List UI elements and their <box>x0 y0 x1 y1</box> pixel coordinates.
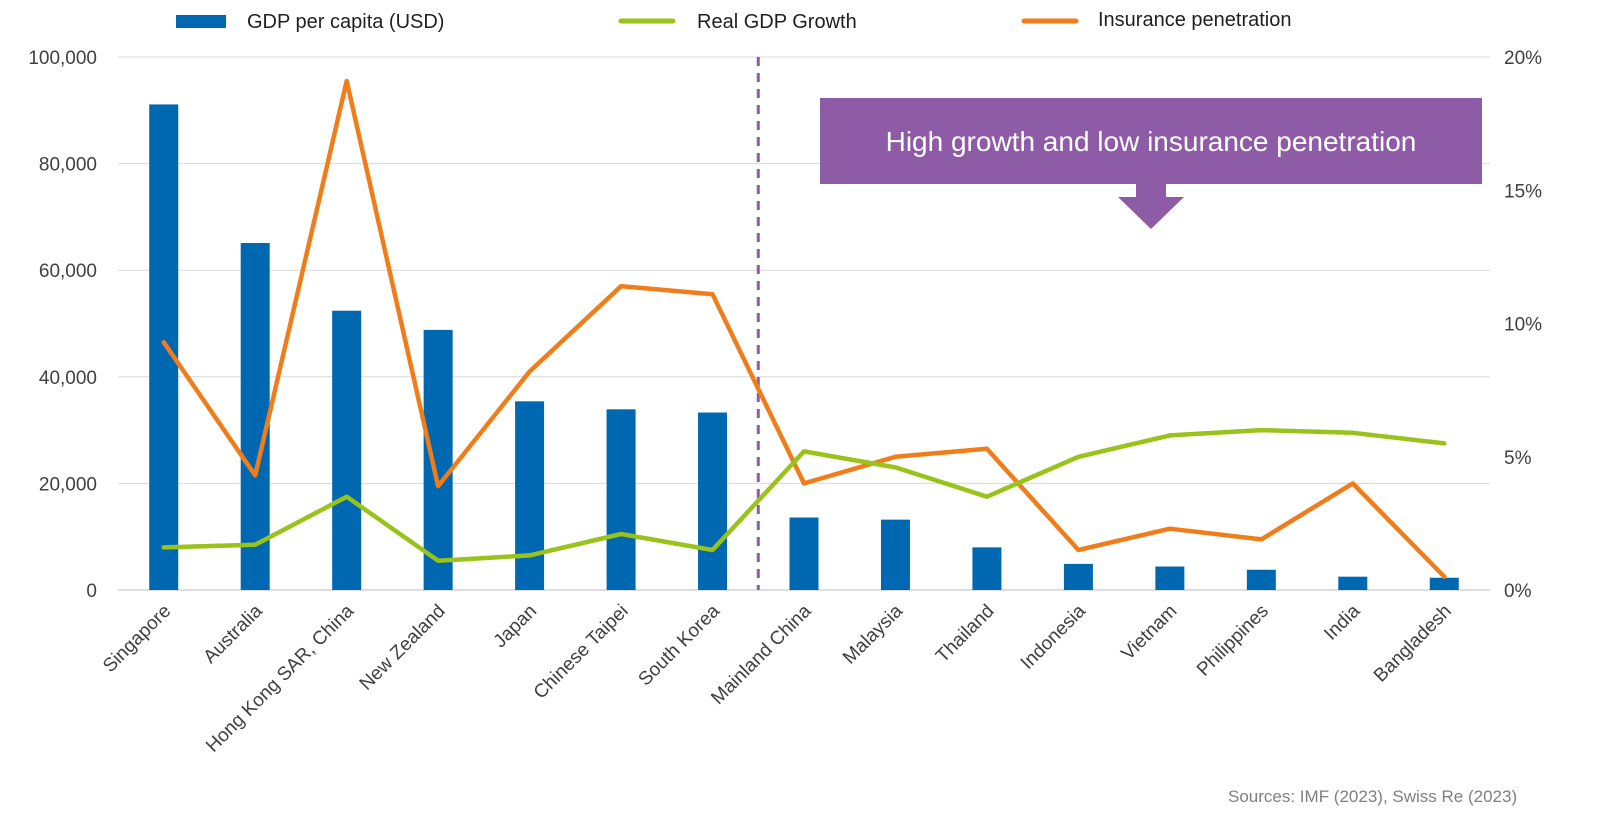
category-label: Vietnam <box>1118 601 1182 665</box>
category-label: Hong Kong SAR, China <box>202 600 358 756</box>
category-label: New Zealand <box>356 601 450 695</box>
gdp-bars <box>149 104 1459 590</box>
category-label: Thailand <box>932 601 998 667</box>
bar-gdp-india <box>1338 576 1368 590</box>
right-axis-tick-label: 20% <box>1504 48 1542 69</box>
left-axis-tick-label: 40,000 <box>39 368 97 389</box>
callout-box: High growth and low insurance penetratio… <box>820 98 1482 229</box>
bar-gdp-australia <box>240 243 270 590</box>
category-label: South Korea <box>635 600 725 690</box>
category-label: Malaysia <box>839 600 907 668</box>
category-label: Australia <box>200 600 267 667</box>
left-axis-tick-label: 20,000 <box>39 474 97 495</box>
bar-gdp-hong-kong-sar-china <box>332 310 362 590</box>
line-insurance-penetration <box>161 78 1447 579</box>
right-axis-tick-label: 0% <box>1504 581 1532 602</box>
bar-gdp-malaysia <box>880 519 910 590</box>
line-real-gdp-growth <box>161 427 1447 563</box>
bar-gdp-indonesia <box>1063 563 1093 590</box>
left-axis-tick-label: 0 <box>86 581 97 602</box>
left-axis-tick-label: 100,000 <box>28 48 97 69</box>
legend-label-growth: Real GDP Growth <box>697 11 857 33</box>
bar-gdp-south-korea <box>698 412 728 590</box>
category-label: Philippines <box>1193 601 1273 681</box>
category-label: India <box>1320 600 1364 644</box>
bar-gdp-philippines <box>1246 569 1276 590</box>
category-label: Indonesia <box>1017 600 1090 673</box>
legend-label-penetration: Insurance penetration <box>1098 9 1291 31</box>
source-note: Sources: IMF (2023), Swiss Re (2023) <box>1228 787 1517 806</box>
bar-gdp-singapore <box>149 104 179 590</box>
category-label: Chinese Taipei <box>530 601 633 704</box>
category-label: Japan <box>490 601 541 652</box>
bar-gdp-mainland-china <box>789 517 819 590</box>
bar-gdp-japan <box>515 401 545 590</box>
left-axis-tick-label: 60,000 <box>39 261 97 282</box>
legend: GDP per capita (USD) Real GDP Growth Ins… <box>176 9 1291 33</box>
left-axis-tick-label: 80,000 <box>39 155 97 176</box>
right-axis-tick-label: 15% <box>1504 181 1542 202</box>
bar-gdp-vietnam <box>1155 566 1185 590</box>
right-axis-tick-label: 10% <box>1504 315 1542 336</box>
category-label: Bangladesh <box>1370 601 1456 687</box>
bar-gdp-chinese-taipei <box>606 409 636 590</box>
series-lines <box>161 78 1447 579</box>
category-label: Mainland China <box>707 600 816 709</box>
bar-gdp-bangladesh <box>1429 577 1459 590</box>
left-axis-ticks: 0 20,000 40,000 60,000 80,000 100,000 <box>28 48 97 602</box>
bar-gdp-new-zealand <box>423 329 453 590</box>
legend-label-gdp: GDP per capita (USD) <box>247 11 444 33</box>
legend-swatch-gdp <box>176 15 226 28</box>
right-axis-tick-label: 5% <box>1504 448 1532 469</box>
callout-text: High growth and low insurance penetratio… <box>886 126 1417 157</box>
bar-gdp-thailand <box>972 547 1002 590</box>
callout-arrow-icon <box>1118 184 1184 229</box>
category-label: Singapore <box>99 601 175 677</box>
right-axis-ticks: 0% 5% 10% 15% 20% <box>1504 48 1542 602</box>
